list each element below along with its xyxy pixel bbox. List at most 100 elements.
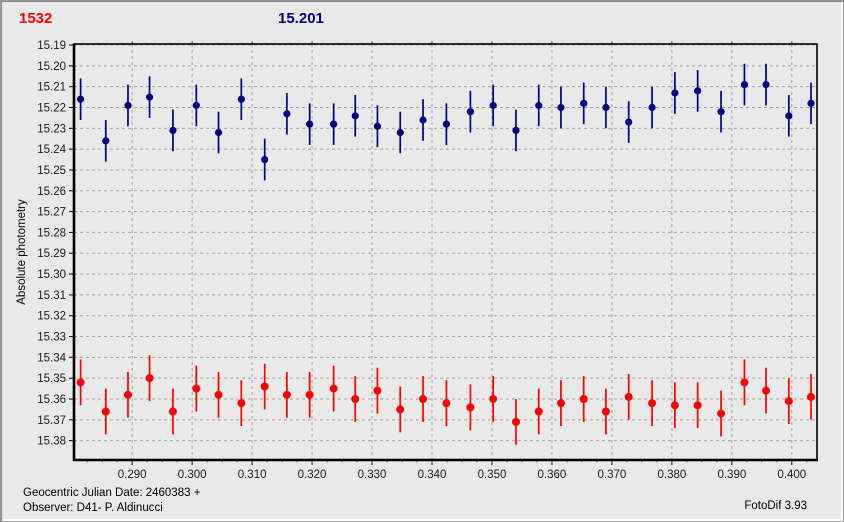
- y-tick-label: 15.24: [37, 144, 66, 156]
- comparison-star-red-data-point: [237, 399, 246, 408]
- target-asteroid-1532-blue-data-point: [580, 99, 588, 107]
- comparison-star-red-data-point: [168, 407, 177, 416]
- target-asteroid-1532-blue-data-point: [102, 137, 110, 145]
- x-tick-label: 0.300: [178, 469, 207, 481]
- target-asteroid-1532-blue-data-point: [466, 108, 474, 116]
- target-asteroid-1532-blue-data-point: [512, 126, 520, 135]
- target-asteroid-1532-blue-data-point: [419, 116, 427, 124]
- x-tick-label: 0.370: [598, 469, 627, 481]
- comparison-star-red-data-point: [511, 417, 520, 426]
- comparison-star-red-data-point: [260, 382, 269, 391]
- y-tick-label: 15.30: [37, 269, 66, 281]
- comparison-star-red-data-point: [305, 390, 314, 399]
- comparison-star-red-data-point: [192, 384, 201, 393]
- comparison-star-red-data-point: [329, 384, 338, 393]
- target-asteroid-1532-blue-data-point: [261, 155, 269, 164]
- object-number-label: 1532: [19, 10, 53, 27]
- target-asteroid-1532-blue-data-point: [807, 99, 815, 107]
- comparison-star-red-data-point: [624, 392, 633, 401]
- target-asteroid-1532-blue-data-point: [625, 118, 633, 126]
- x-tick-label: 0.320: [298, 469, 327, 481]
- x-tick-label: 0.290: [118, 469, 147, 481]
- comparison-star-red-data-point: [693, 401, 702, 410]
- target-asteroid-1532-blue-data-point: [717, 108, 725, 116]
- target-asteroid-1532-blue-data-point: [694, 87, 702, 95]
- comparison-star-red-data-point: [442, 399, 451, 408]
- y-tick-label: 15.23: [37, 123, 66, 135]
- target-asteroid-1532-blue-data-point: [237, 95, 245, 103]
- y-tick-label: 15.25: [37, 165, 66, 177]
- target-asteroid-1532-blue-data-point: [169, 126, 177, 135]
- target-asteroid-1532-blue-data-point: [396, 128, 404, 137]
- y-tick-label: 15.34: [37, 352, 66, 364]
- target-asteroid-1532-blue-data-point: [214, 128, 223, 137]
- comparison-star-red-data-point: [489, 394, 498, 403]
- comparison-star-red-data-point: [601, 407, 610, 416]
- x-tick-label: 0.400: [777, 469, 806, 481]
- y-tick-label: 15.22: [37, 103, 66, 115]
- target-asteroid-1532-blue-data-point: [557, 103, 565, 112]
- comparison-star-red-data-point: [740, 378, 749, 387]
- y-tick-label: 15.32: [37, 311, 66, 323]
- y-tick-label: 15.28: [37, 227, 66, 239]
- x-tick-label: 0.360: [538, 469, 567, 481]
- comparison-star-red-data-point: [534, 407, 543, 416]
- comparison-star-red-data-point: [145, 374, 154, 383]
- y-tick-label: 15.37: [37, 415, 66, 427]
- target-asteroid-1532-blue-data-point: [306, 120, 314, 128]
- target-asteroid-1532-blue-data-point: [373, 122, 382, 130]
- y-tick-label: 15.29: [37, 248, 66, 260]
- target-asteroid-1532-blue-data-point: [671, 89, 679, 97]
- comparison-star-red-data-point: [396, 405, 405, 414]
- target-asteroid-1532-blue-data-point: [442, 120, 450, 128]
- y-tick-label: 15.21: [37, 82, 66, 94]
- comparison-star-red-data-point: [101, 407, 110, 416]
- mean-magnitude-label: 15.201: [278, 10, 324, 27]
- comparison-star-red-data-point: [670, 401, 679, 410]
- target-asteroid-1532-blue-data-point: [648, 103, 656, 112]
- comparison-star-red-data-point: [373, 386, 382, 395]
- comparison-star-red-data-point: [579, 394, 588, 403]
- y-tick-label: 15.20: [37, 61, 66, 73]
- y-axis-title: Absolute photometry: [16, 199, 28, 305]
- y-tick-label: 15.35: [37, 373, 66, 385]
- comparison-star-red-data-point: [214, 390, 223, 399]
- x-tick-label: 0.350: [478, 469, 507, 481]
- julian-date-label: Geocentric Julian Date: 2460383 +: [23, 487, 201, 499]
- target-asteroid-1532-blue-data-point: [762, 81, 770, 89]
- x-tick-label: 0.380: [657, 469, 686, 481]
- plot-border: [73, 43, 818, 461]
- target-asteroid-1532-blue-data-point: [145, 93, 154, 101]
- target-asteroid-1532-blue-data-point: [535, 101, 543, 110]
- comparison-star-red-data-point: [351, 394, 360, 403]
- y-tick-label: 15.33: [37, 332, 66, 344]
- comparison-star-red-data-point: [762, 386, 771, 395]
- target-asteroid-1532-blue-data-point: [283, 110, 291, 118]
- x-tick-label: 0.340: [418, 469, 447, 481]
- target-asteroid-1532-blue-data-point: [192, 101, 200, 110]
- comparison-star-red-data-point: [807, 392, 816, 401]
- y-tick-label: 15.19: [37, 40, 66, 52]
- comparison-star-red-data-point: [419, 394, 428, 403]
- y-tick-label: 15.31: [37, 290, 66, 302]
- target-asteroid-1532-blue-data-point: [351, 112, 359, 120]
- target-asteroid-1532-blue-data-point: [785, 112, 793, 120]
- y-tick-label: 15.38: [37, 436, 66, 448]
- target-asteroid-1532-blue-data-point: [740, 81, 749, 89]
- comparison-star-red-data-point: [648, 399, 657, 408]
- comparison-star-red-data-point: [123, 390, 132, 399]
- target-asteroid-1532-blue-data-point: [489, 101, 497, 110]
- target-asteroid-1532-blue-data-point: [76, 95, 85, 103]
- app-version-label: FotoDif 3.93: [744, 500, 807, 512]
- target-asteroid-1532-blue-data-point: [330, 120, 338, 128]
- comparison-star-red-data-point: [466, 403, 475, 412]
- observer-label: Observer: D41- P. Aldinucci: [23, 502, 163, 514]
- y-tick-label: 15.27: [37, 207, 66, 219]
- comparison-star-red-data-point: [282, 390, 291, 399]
- comparison-star-red-data-point: [717, 409, 726, 418]
- target-asteroid-1532-blue-data-point: [124, 101, 132, 110]
- x-tick-label: 0.390: [717, 469, 746, 481]
- comparison-star-red-data-point: [76, 378, 85, 387]
